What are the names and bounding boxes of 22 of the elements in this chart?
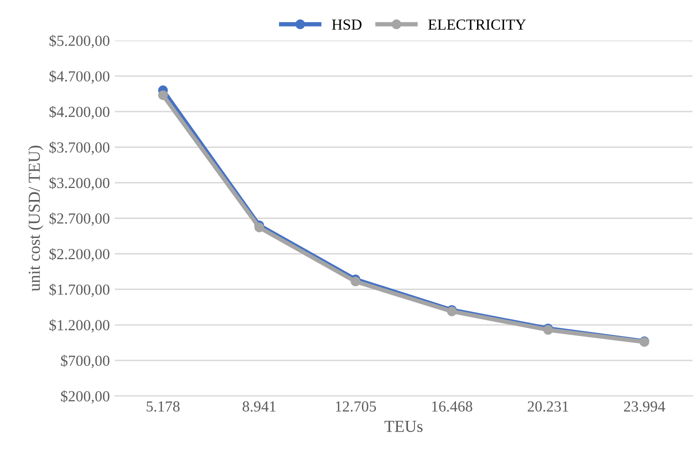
x-tick-label: 5.178 [146, 401, 180, 412]
x-tick-label: 16.468 [432, 401, 472, 412]
y-axis-title: unit cost (USD/ TEU) [28, 146, 44, 292]
y-tick-label: $1.700,00 [50, 284, 110, 297]
x-axis-title: TEUs [384, 420, 423, 432]
x-tick-label: 20.231 [528, 401, 568, 412]
y-tick-label: $4.200,00 [50, 106, 110, 120]
y-tick-label: $700,00 [60, 354, 110, 368]
x-tick-label: 8.941 [242, 401, 276, 412]
y-tick-label: $2.700,00 [50, 212, 110, 226]
y-tick-label: $200,00 [60, 390, 110, 404]
y-tick-label: $5.200,00 [50, 34, 110, 48]
y-tick-label: $3.200,00 [50, 176, 110, 190]
y-tick-label: $4.700,00 [50, 70, 110, 84]
y-tick-label: $3.700,00 [50, 141, 110, 155]
y-tick-label: $2.200,00 [50, 248, 110, 262]
legend-label: ELECTRICITY [428, 19, 526, 30]
x-tick-label: 23.994 [624, 401, 666, 412]
legend-label: HSD [332, 19, 362, 30]
point [158, 90, 168, 100]
y-tick-label: $1.200,00 [50, 319, 110, 333]
x-tick-label: 12.705 [336, 401, 376, 412]
